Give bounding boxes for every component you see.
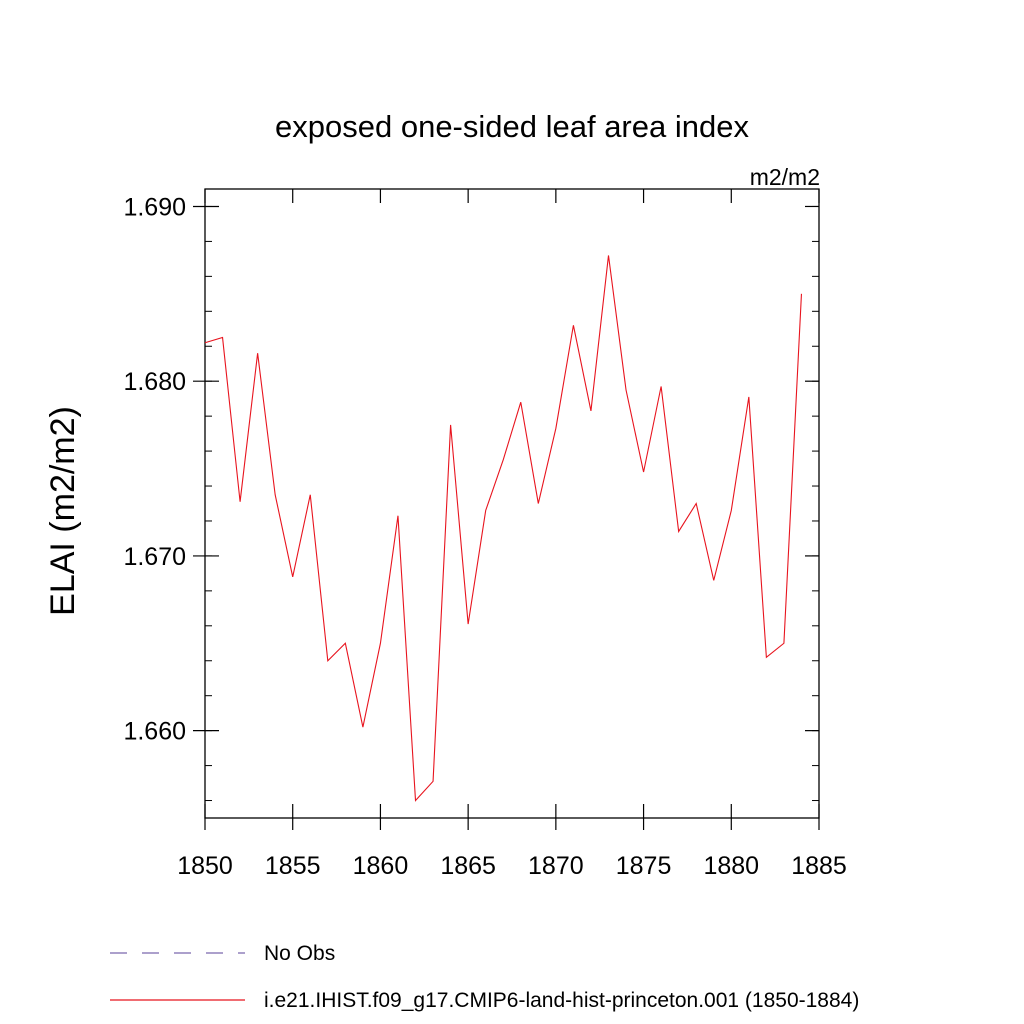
- axis-ticks: [193, 189, 820, 830]
- x-tick-label: 1850: [177, 852, 233, 880]
- x-tick-labels: 1850 1855 1860 1865 1870 1875 1880 1885: [177, 852, 847, 880]
- x-tick-label: 1865: [440, 852, 496, 880]
- y-tick-label: 1.670: [123, 543, 186, 571]
- x-tick-label: 1860: [353, 852, 409, 880]
- x-tick-label: 1875: [616, 852, 672, 880]
- legend-label-no-obs: No Obs: [264, 942, 335, 965]
- legend-label-model-run: i.e21.IHIST.f09_g17.CMIP6-land-hist-prin…: [264, 989, 859, 1012]
- series-line-1: [204, 255, 803, 802]
- y-tick-label: 1.680: [123, 368, 186, 396]
- x-tick-label: 1855: [265, 852, 321, 880]
- series-layer: [204, 255, 803, 802]
- units-label: m2/m2: [750, 164, 820, 190]
- y-tick-labels: 1.660 1.670 1.680 1.690: [123, 193, 186, 745]
- plot-frame: [204, 188, 820, 819]
- y-tick-label: 1.660: [123, 718, 186, 746]
- x-tick-label: 1885: [791, 852, 847, 880]
- legend: No Obs i.e21.IHIST.f09_g17.CMIP6-land-hi…: [110, 942, 859, 1012]
- x-tick-label: 1880: [703, 852, 759, 880]
- chart-title: exposed one-sided leaf area index: [275, 109, 749, 144]
- y-tick-label: 1.690: [123, 193, 186, 221]
- y-axis-label: ELAI (m2/m2): [44, 406, 82, 616]
- x-tick-label: 1870: [528, 852, 584, 880]
